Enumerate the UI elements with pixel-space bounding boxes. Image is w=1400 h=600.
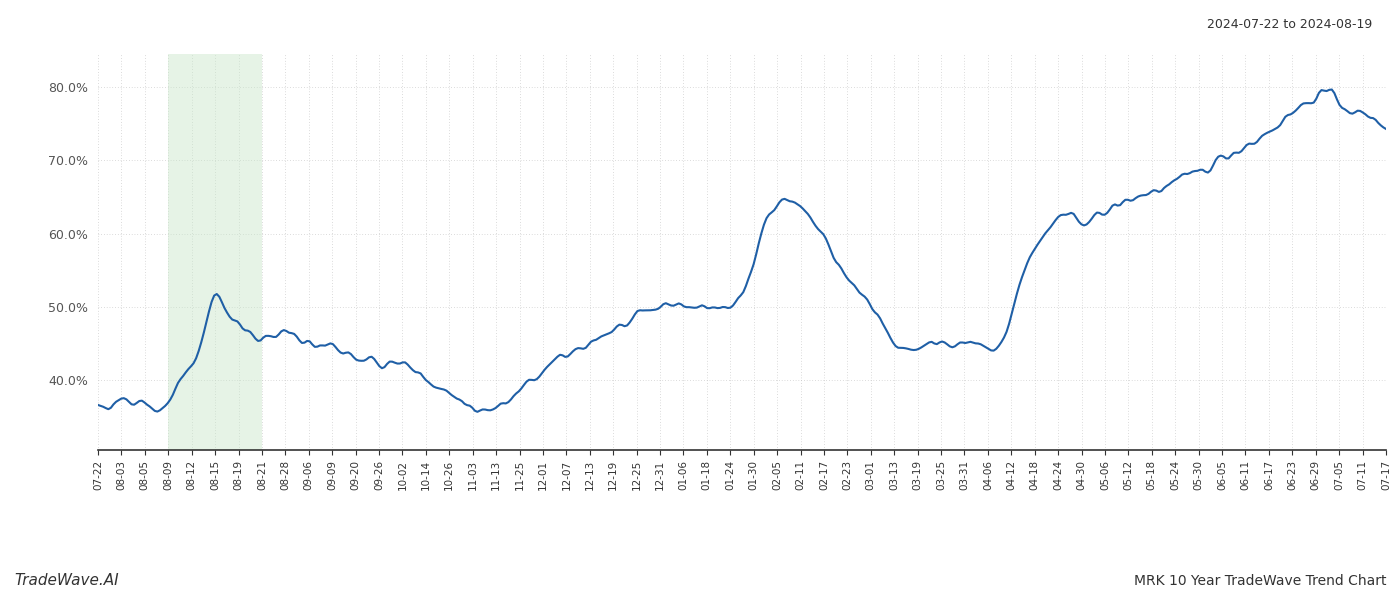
Text: MRK 10 Year TradeWave Trend Chart: MRK 10 Year TradeWave Trend Chart [1134, 574, 1386, 588]
Bar [168, 54, 262, 450]
Text: TradeWave.AI: TradeWave.AI [14, 573, 119, 588]
Text: 2024-07-22 to 2024-08-19: 2024-07-22 to 2024-08-19 [1207, 18, 1372, 31]
